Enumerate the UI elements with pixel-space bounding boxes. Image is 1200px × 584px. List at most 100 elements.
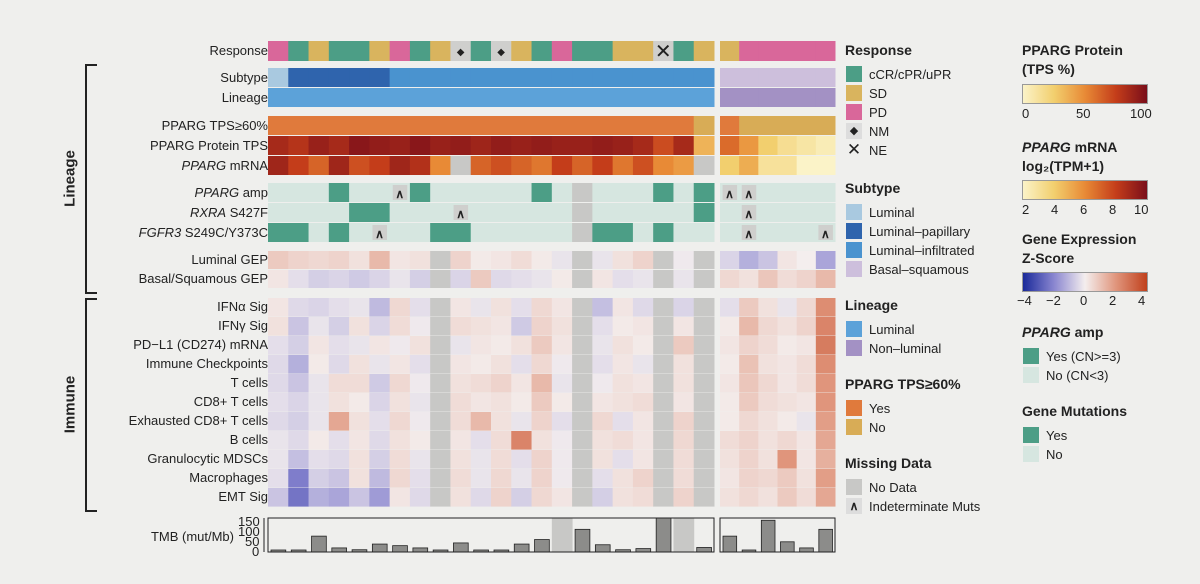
subtype-cell [572, 68, 593, 87]
row-label-gene: PPARG [194, 184, 240, 200]
tps60-cell [673, 116, 695, 135]
macro-cell [409, 469, 431, 488]
fgfr3-cell [288, 223, 310, 242]
basgep-cell [551, 270, 573, 288]
immcp-cell [491, 355, 512, 374]
cd8-cell [720, 393, 740, 412]
lineage-cell [777, 88, 798, 107]
mrna-cell [720, 156, 740, 175]
legend-mrna-title-rest: mRNA [1070, 139, 1118, 155]
immune-bracket-bottom [85, 510, 97, 512]
protein-cell [612, 136, 634, 155]
macro-cell [632, 469, 654, 488]
response-cell [491, 41, 512, 61]
ifng-cell [511, 317, 533, 336]
protein-cell [632, 136, 654, 155]
legend-subtype-infiltrated: Luminal–infiltrated [869, 243, 975, 258]
subtype-cell [389, 68, 411, 87]
row-label-cd8: CD8+ T cells [194, 395, 268, 409]
immcp-cell [551, 355, 573, 374]
tmb-bar [453, 542, 469, 553]
legend-gexp-title: Gene Expression [1022, 231, 1137, 247]
immune-bracket-top [85, 298, 97, 300]
macro-cell [777, 469, 798, 488]
mdsc-cell [653, 450, 674, 469]
cd8-cell [815, 393, 836, 412]
lineage-cell [470, 88, 492, 107]
rxra-cell [430, 203, 451, 222]
legend-protein-title2: (TPS %) [1022, 61, 1075, 77]
tcells-cell [720, 374, 740, 393]
protein-cell [288, 136, 310, 155]
fgfr3-cell [632, 223, 654, 242]
macro-cell [328, 469, 350, 488]
fgfr3-cell [450, 223, 472, 242]
subtype-cell [470, 68, 492, 87]
ifng-cell [673, 317, 695, 336]
lumgep-cell [572, 251, 593, 269]
mdsc-cell [268, 450, 289, 469]
emt-cell [758, 488, 778, 507]
pdl1-cell [450, 336, 472, 355]
macro-cell [720, 469, 740, 488]
ifng-cell [470, 317, 492, 336]
cd8-cell [693, 393, 715, 412]
tmb-bar [311, 535, 327, 553]
lumgep-cell [612, 251, 634, 269]
subtype-cell [531, 68, 553, 87]
legend-subtype-swatch-basal [846, 261, 862, 277]
fgfr3-cell [470, 223, 492, 242]
pdl1-cell [369, 336, 391, 355]
bcells-cell [720, 431, 740, 450]
mrna-cell [673, 156, 695, 175]
excd8-cell [389, 412, 411, 431]
ifna-cell [632, 298, 654, 317]
subtype-cell [612, 68, 634, 87]
lumgep-cell [268, 251, 289, 269]
macro-cell [450, 469, 472, 488]
bcells-cell [511, 431, 533, 450]
immcp-cell [693, 355, 715, 374]
mrna-cell [551, 156, 573, 175]
amp-cell [693, 183, 715, 202]
fgfr3-cell [612, 223, 634, 242]
ifng-cell [815, 317, 836, 336]
lumgep-cell [491, 251, 512, 269]
amp-cell [349, 183, 370, 202]
legend-amp-yes: Yes (CN>=3) [1046, 349, 1121, 364]
ifng-cell [328, 317, 350, 336]
ifna-cell [720, 298, 740, 317]
row-label-basgep: Basal/Squamous GEP [139, 272, 268, 286]
tmb-nodata [673, 518, 695, 552]
response-cell [720, 41, 740, 61]
bcells-cell [430, 431, 451, 450]
gexp-tick-4: 4 [1138, 293, 1146, 308]
lumgep-cell [470, 251, 492, 269]
indeterminate-caret-icon: ∧ [744, 187, 753, 201]
subtype-cell [511, 68, 533, 87]
tcells-cell [815, 374, 836, 393]
lineage-cell [815, 88, 836, 107]
row-label-ifna: IFNα Sig [217, 300, 268, 314]
row-label-text: S427F [226, 204, 268, 220]
nm-diamond-icon: ◆ [846, 123, 862, 139]
tmb-nodata [551, 518, 573, 552]
protein-cell [491, 136, 512, 155]
tcells-cell [777, 374, 798, 393]
mrna-cell [349, 156, 370, 175]
excd8-cell [409, 412, 431, 431]
tps60-cell [796, 116, 817, 135]
amp-cell [673, 183, 695, 202]
tmb-bar [594, 544, 611, 553]
indeterminate-box [741, 185, 757, 200]
excd8-cell [551, 412, 573, 431]
mdsc-cell [632, 450, 654, 469]
cd8-cell [612, 393, 634, 412]
tmb-bar [392, 545, 408, 553]
ifna-cell [288, 298, 310, 317]
ifng-cell [409, 317, 431, 336]
excd8-cell [739, 412, 759, 431]
gexp-tick-0: 0 [1080, 293, 1088, 308]
mrna-cell [491, 156, 512, 175]
cd8-cell [653, 393, 674, 412]
